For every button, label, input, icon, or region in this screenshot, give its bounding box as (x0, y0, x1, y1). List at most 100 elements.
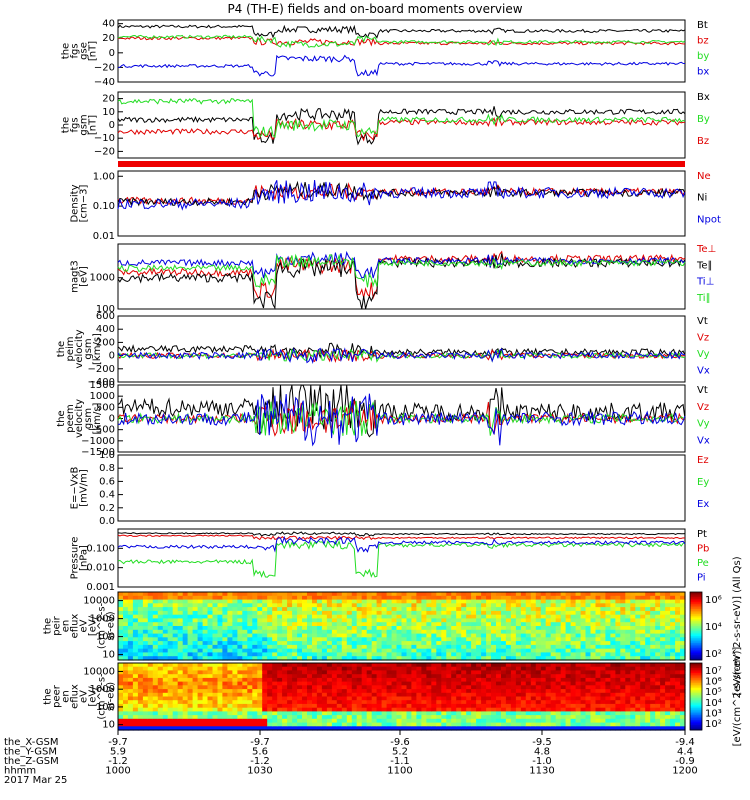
spectrogram-cell (680, 652, 686, 657)
spectrogram-cell (351, 637, 358, 642)
spectrogram-cell (535, 726, 542, 731)
spectrogram-cell (555, 696, 562, 701)
spectrogram-cell (132, 644, 139, 650)
spectrogram-cell (530, 703, 537, 709)
spectrogram-cell (287, 703, 293, 709)
spectrogram-cell (366, 703, 373, 709)
spectrogram-cell (451, 626, 457, 631)
spectrogram-cell (207, 622, 214, 627)
colorbar-step (690, 634, 702, 637)
spectrogram-cell (391, 677, 398, 683)
colorbar-step (690, 706, 702, 709)
spectrogram-cell (466, 666, 472, 671)
spectrogram-cell (242, 718, 248, 724)
spectrogram-cell (227, 700, 233, 705)
spectrogram-cell (575, 681, 582, 686)
spectrogram-cell (461, 618, 467, 623)
spectrogram-cell (272, 626, 278, 631)
spectrogram-cell (217, 652, 224, 657)
spectrogram-cell (575, 607, 582, 612)
spectrogram-cell (346, 595, 353, 601)
spectrogram-cell (411, 614, 417, 620)
spectrogram-cell (491, 644, 497, 650)
spectrogram-cell (321, 641, 328, 646)
spectrogram-cell (162, 692, 169, 698)
spectrogram-cell (376, 607, 383, 612)
spectrogram-cell (366, 629, 373, 635)
y-tick-label: −500 (88, 425, 115, 436)
spectrogram-cell (197, 681, 204, 686)
colorbar-step (690, 723, 702, 726)
spectrogram-cell (505, 703, 512, 709)
spectrogram-cell (411, 663, 417, 668)
spectrogram-cell (361, 595, 368, 601)
spectrogram-cell (307, 666, 313, 671)
spectrogram-cell (232, 595, 238, 601)
spectrogram-cell (496, 614, 502, 620)
spectrogram-cell (262, 614, 268, 620)
spectrogram-cell (640, 595, 646, 601)
spectrogram-cell (555, 603, 562, 608)
spectrogram-cell (127, 681, 134, 686)
spectrogram-cell (157, 677, 164, 683)
spectrogram-cell (570, 637, 577, 642)
spectrogram-cell (297, 692, 303, 698)
spectrogram-cell (670, 674, 676, 679)
spectrogram-cell (282, 703, 288, 709)
spectrogram-cell (182, 726, 189, 731)
spectrogram-cell (177, 692, 184, 698)
spectrogram-cell (118, 700, 124, 705)
spectrogram-cell (610, 696, 616, 701)
spectrogram-cell (137, 614, 144, 620)
spectrogram-cell (635, 652, 641, 657)
spectrogram-cell (142, 656, 149, 661)
spectrogram-cell (316, 652, 323, 657)
spectrogram-cell (600, 614, 606, 620)
spectrogram-cell (331, 707, 338, 712)
spectrogram-cell (316, 648, 323, 654)
spectrogram-cell (123, 644, 129, 650)
spectrogram-cell (316, 599, 323, 604)
spectrogram-cell (675, 614, 681, 620)
spectrogram-cell (530, 626, 537, 631)
spectrogram-cell (212, 700, 219, 705)
spectrogram-cell (123, 607, 129, 612)
spectrogram-cell (650, 592, 656, 597)
spectrogram-cell (172, 674, 179, 679)
spectrogram-cell (282, 677, 288, 683)
spectrogram-cell (272, 656, 278, 661)
spectrogram-cell (580, 656, 587, 661)
spectrogram-cell (665, 610, 671, 616)
spectrogram-cell (237, 677, 243, 683)
spectrogram-cell (476, 689, 482, 694)
spectrogram-cell (336, 718, 343, 724)
spectrogram-cell (167, 663, 174, 668)
spectrogram-cell (545, 614, 552, 620)
spectrogram-cell (321, 637, 328, 642)
spectrogram-cell (187, 703, 194, 709)
spectrogram-cell (391, 722, 398, 727)
spectrogram-cell (655, 629, 661, 635)
spectrogram-cell (416, 607, 422, 612)
spectrogram-cell (456, 677, 462, 683)
spectrogram-cell (257, 700, 263, 705)
spectrogram-cell (416, 663, 422, 668)
spectrogram-cell (610, 670, 616, 675)
spectrogram-cell (336, 703, 343, 709)
spectrogram-cell (565, 670, 572, 675)
spectrogram-cell (585, 689, 592, 694)
spectrogram-cell (366, 700, 373, 705)
spectrogram-cell (675, 599, 681, 604)
spectrogram-cell (615, 715, 621, 720)
spectrogram-cell (505, 670, 512, 675)
spectrogram-cell (316, 641, 323, 646)
spectrogram-cell (456, 618, 462, 623)
spectrogram-cell (590, 592, 597, 597)
spectrogram-cell (610, 610, 616, 616)
spectrogram-cell (157, 656, 164, 661)
spectrogram-cell (267, 726, 273, 731)
spectrogram-cell (496, 629, 502, 635)
spectrogram-cell (287, 696, 293, 701)
spectrogram-cell (411, 599, 417, 604)
spectrogram-cell (535, 663, 542, 668)
